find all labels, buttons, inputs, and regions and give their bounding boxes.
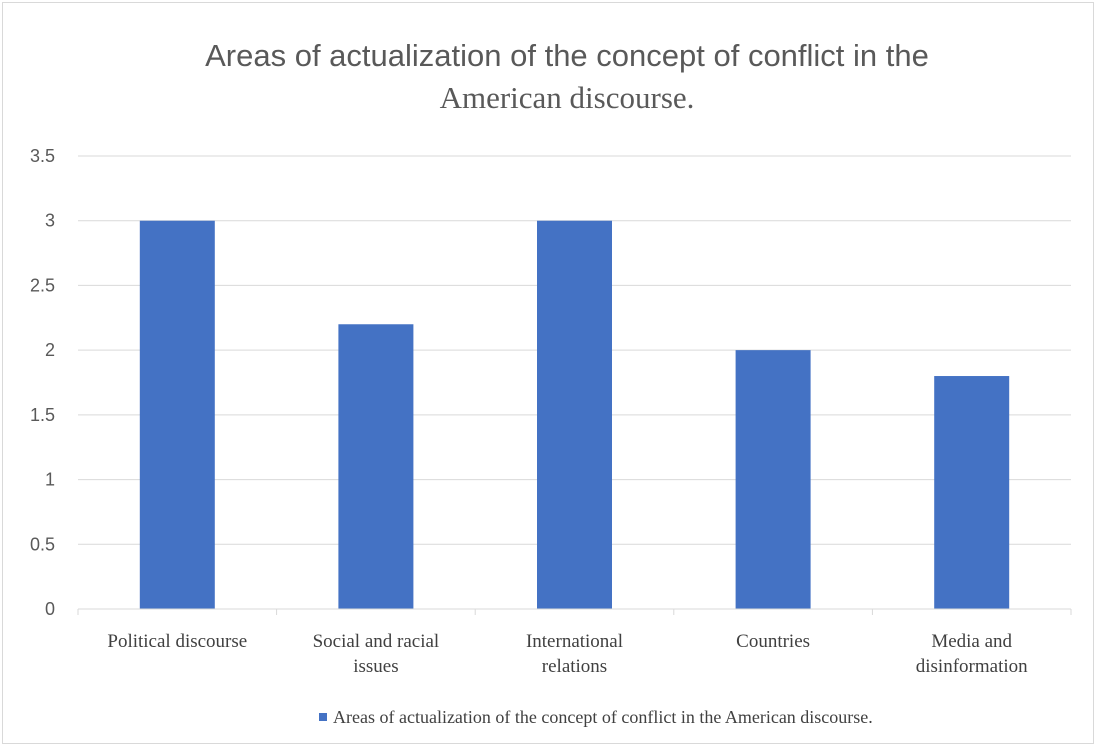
bar xyxy=(934,376,1010,609)
legend: Areas of actualization of the concept of… xyxy=(319,707,873,727)
x-axis xyxy=(77,608,1072,615)
bar xyxy=(338,324,414,609)
bar xyxy=(139,220,215,609)
y-tick-label: 1 xyxy=(45,470,55,490)
bars xyxy=(139,220,1010,609)
x-tick-label: Social and racial issues xyxy=(313,631,440,677)
x-axis-ticks: Political discourse Social and racial issu… xyxy=(107,631,1028,677)
y-axis-ticks: 0 0.5 1 1.5 2 2.5 3 3.5 xyxy=(30,146,55,619)
bar-chart: Areas of actualization of the concept of… xyxy=(30,38,1072,727)
chart-title-line-2: American discourse. xyxy=(440,80,695,115)
y-tick-label: 0 xyxy=(45,599,55,619)
x-tick-label: Political discourse xyxy=(107,631,247,652)
y-tick-label: 3 xyxy=(45,211,55,231)
bar xyxy=(735,350,811,609)
x-tick-label: International relations xyxy=(526,631,623,677)
chart-title-line-1: Areas of actualization of the concept of… xyxy=(205,38,929,73)
y-tick-label: 0.5 xyxy=(30,534,55,554)
legend-swatch xyxy=(319,713,327,721)
y-tick-label: 2.5 xyxy=(30,275,55,295)
x-tick-label: Media and disinformation xyxy=(916,631,1028,677)
legend-label: Areas of actualization of the concept of… xyxy=(333,707,873,727)
y-tick-label: 1.5 xyxy=(30,405,55,425)
bar xyxy=(537,220,612,609)
y-tick-label: 3.5 xyxy=(30,146,55,166)
x-tick-label: Countries xyxy=(736,631,810,652)
y-tick-label: 2 xyxy=(45,340,55,360)
